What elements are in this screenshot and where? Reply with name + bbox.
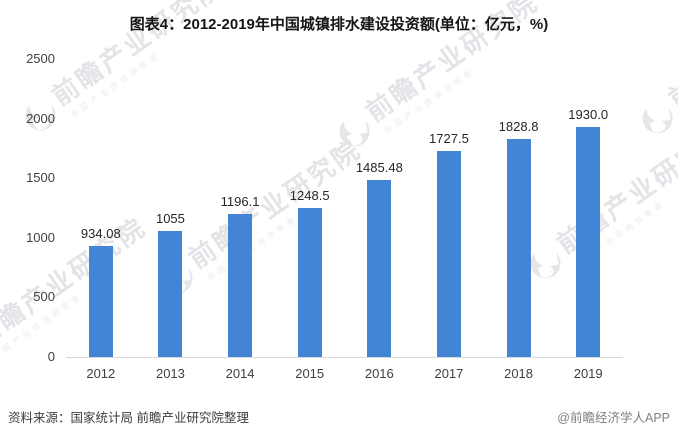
bar: [367, 179, 392, 357]
bar: [506, 139, 531, 357]
qianzhan-logo-icon: [636, 97, 678, 139]
bar: [297, 208, 322, 357]
y-tick-label: 2500: [26, 51, 55, 66]
bar: [88, 245, 113, 357]
brand-note: @前瞻经济学人APP: [557, 411, 670, 425]
x-tick-label: 2019: [573, 366, 603, 381]
x-tick-label: 2014: [225, 366, 255, 381]
bar-value-label: 1248.5: [289, 188, 330, 204]
bar-slot: 1196.1 2014: [205, 59, 275, 381]
x-tick-label: 2013: [155, 366, 185, 381]
bar-value-label: 1196.1: [220, 194, 260, 210]
y-tick-label: 500: [33, 289, 55, 304]
bar: [576, 126, 601, 357]
bar-value-label: 1055: [155, 211, 185, 227]
bar-slot: 934.08 2012: [66, 59, 136, 381]
bar-slot: 1828.8 2018: [484, 59, 554, 381]
bar-value-label: 1930.0: [568, 106, 609, 122]
y-tick-label: 0: [47, 349, 55, 364]
x-tick-label: 2017: [434, 366, 464, 381]
bar-slot: 1055 2013: [136, 59, 206, 381]
y-tick-label: 1000: [26, 230, 55, 245]
bar: [436, 151, 461, 357]
bar-value-label: 1828.8: [498, 119, 539, 134]
bar-slot: 1727.5 2017: [414, 59, 484, 381]
bar-slot: 1485.48 2016: [345, 59, 415, 381]
chart-title: 图表4：2012-2019年中国城镇排水建设投资额(单位：亿元，%): [129, 16, 549, 33]
x-tick-label: 2015: [295, 366, 325, 381]
y-tick-label: 2000: [26, 111, 55, 126]
bar: [158, 231, 183, 357]
source-note: 资料来源：国家统计局 前瞻产业研究院整理: [8, 411, 249, 425]
x-tick-label: 2018: [504, 366, 534, 381]
bar-slot: 1248.5 2015: [275, 59, 345, 381]
y-tick-label: 1500: [26, 170, 55, 185]
bar: [228, 214, 253, 357]
x-tick-label: 2012: [86, 366, 116, 381]
bar-value-label: 934.08: [80, 225, 121, 241]
bar-value-label: 1485.48: [355, 159, 403, 175]
footer: 资料来源：国家统计局 前瞻产业研究院整理 @前瞻经济学人APP: [8, 407, 670, 426]
plot-area: 934.08 2012 1055 2013 1196.1 2014 1248.5…: [66, 59, 623, 381]
bar-slot: 1930.0 2019: [553, 59, 623, 381]
x-tick-label: 2016: [364, 366, 394, 381]
bar-value-label: 1727.5: [429, 131, 469, 147]
